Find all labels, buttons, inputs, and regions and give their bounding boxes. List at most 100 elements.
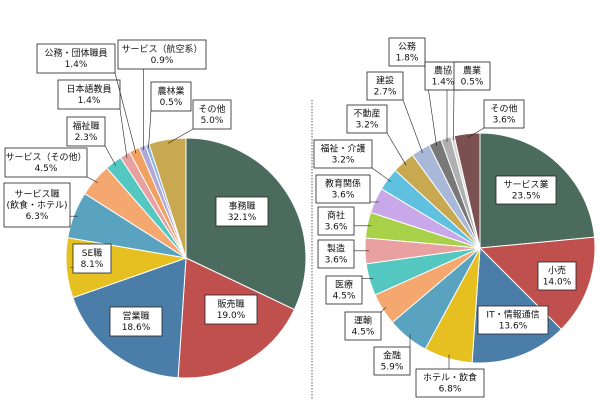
pie1-label-text-5-0: サービス（その他） [5, 151, 86, 163]
pie1-label-text-0-0: 事務職 [228, 200, 255, 212]
pie2-label-text-8-1: 3.6% [325, 223, 348, 233]
pie2-label-box-2 [477, 305, 549, 335]
pie1-label-5: サービス（その他）4.5% [4, 147, 99, 183]
pie1-label-text-8-0: 公務・団体職員 [44, 47, 107, 59]
pie1-label-text-11-0: その他 [198, 103, 225, 115]
pie2-label-box-15 [453, 61, 491, 91]
pie2-label-6: 医療4.5% [325, 275, 374, 305]
pie1-label-text-10-1: 0.5% [160, 98, 183, 108]
pie1-label-text-2-0: 営業職 [122, 310, 149, 322]
pie2-label-box-10 [313, 139, 373, 169]
pie1-label-text-9-0: サービス（航空系） [121, 43, 202, 55]
pie2-label-15: 農業0.5% [453, 61, 491, 141]
pie-chart-industry: サービス業23.5%小売14.0%IT・情報通信13.6%ホテル・飲食6.8%金… [313, 37, 596, 398]
pie1-leader-6 [104, 145, 117, 166]
pie2-label-text-5-1: 4.5% [352, 328, 375, 338]
pie1-label-9: サービス（航空系）0.9% [117, 39, 207, 150]
pie2-leader-11 [386, 132, 407, 166]
pie1-label-text-4-2: 6.3% [26, 212, 49, 222]
pie1-label-box-10 [150, 81, 192, 112]
pie1-label-text-6-1: 2.3% [75, 133, 98, 143]
pie2-label-box-13 [388, 37, 426, 67]
pie2-label-12: 建設2.7% [366, 71, 423, 154]
pie1-label-text-2-1: 18.6% [122, 323, 151, 333]
pie2-label-text-4-0: 金融 [383, 350, 401, 362]
pie1-label-box-6 [66, 116, 106, 147]
pie2-label-text-6-0: 医療 [335, 279, 353, 291]
pie2-label-text-12-0: 建設 [376, 75, 394, 87]
pie2-label-text-3-1: 6.8% [439, 385, 462, 395]
pie1-leader-7 [119, 108, 128, 159]
pie2-label-box-12 [366, 71, 404, 101]
pie1-label-text-7-1: 1.4% [78, 96, 101, 106]
pie2-label-box-1 [537, 261, 577, 291]
pie2-label-4: 金融5.9% [373, 334, 411, 376]
pie1-label-text-3-0: SE職 [82, 248, 102, 259]
pie2-label-box-6 [325, 275, 363, 305]
pie1-label-box-11 [192, 99, 232, 130]
pie2-label-text-13-1: 1.8% [396, 54, 419, 64]
pie2-label-box-11 [346, 104, 388, 134]
pie2-label-box-9 [315, 174, 371, 204]
pie2-leader-16 [467, 127, 485, 138]
pie1-leader-5 [86, 176, 99, 183]
pie2-label-text-4-1: 5.9% [381, 363, 404, 373]
pie2-label-text-9-0: 教育関係 [325, 178, 361, 190]
pie2-label-text-3-0: ホテル・飲食 [423, 372, 477, 384]
pie2-slice-1 [478, 236, 596, 331]
pie2-label-box-4 [373, 346, 411, 376]
pie1-label-box-8 [36, 43, 116, 74]
pie2-label-text-14-0: 農協 [434, 65, 452, 77]
pie1-label-box-3 [72, 243, 112, 274]
pie2-label-text-9-1: 3.6% [332, 191, 355, 201]
pie2-label-text-15-0: 農業 [463, 65, 481, 77]
pie2-label-text-11-1: 3.2% [356, 121, 379, 131]
pie2-label-text-8-0: 商社 [327, 210, 345, 222]
pie2-label-3: ホテル・飲食6.8% [415, 354, 485, 398]
pie2-slice-16 [453, 132, 481, 249]
pie2-label-5: 運輸4.5% [344, 306, 387, 341]
pie1-label-text-4-0: サービス職 [14, 189, 59, 200]
pie2-label-box-8 [317, 206, 355, 236]
pie1-label-box-5 [4, 147, 88, 178]
pie1-label-text-1-0: 販売職 [217, 298, 244, 310]
pie2-label-text-11-0: 不動産 [353, 108, 380, 120]
pie1-label-text-11-1: 5.0% [201, 116, 224, 126]
pie2-label-text-13-0: 公務 [398, 41, 416, 53]
pie1-label-text-3-1: 8.1% [81, 260, 104, 270]
pie2-label-box-5 [344, 311, 382, 341]
pie2-label-text-16-0: その他 [490, 103, 517, 115]
pie2-label-10: 福祉・介護3.2% [313, 139, 392, 182]
pie2-leader-10 [371, 167, 392, 182]
pie1-label-text-7-0: 日本語教員 [66, 83, 111, 95]
pie2-label-7: 製造3.6% [317, 239, 369, 269]
pie2-label-8: 商社3.6% [317, 206, 372, 236]
pie2-label-box-7 [317, 239, 355, 269]
pie2-label-text-0-1: 23.5% [512, 192, 541, 202]
pie1-label-text-4-1: (飲食・ホテル) [6, 199, 67, 211]
pie2-label-text-2-1: 13.6% [499, 322, 528, 332]
pie2-label-text-7-0: 製造 [327, 243, 345, 255]
pie2-label-text-10-1: 3.2% [332, 156, 355, 166]
pie1-label-text-8-1: 1.4% [65, 60, 88, 70]
pie1-label-box-4 [3, 182, 71, 228]
pie1-leader-11 [167, 128, 194, 144]
pie2-leader-15 [453, 89, 455, 141]
pie2-leader-12 [402, 99, 423, 154]
pie2-label-text-6-1: 4.5% [333, 292, 356, 302]
pie1-label-text-10-0: 農林業 [157, 85, 184, 97]
